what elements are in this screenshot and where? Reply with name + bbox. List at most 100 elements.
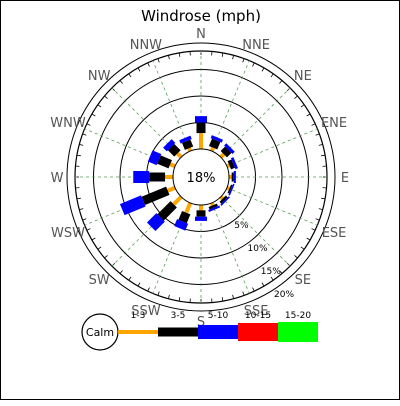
outer-tick (79, 144, 83, 145)
outer-tick (243, 59, 244, 63)
chart-title: Windrose (mph) (141, 7, 261, 25)
outer-tick (319, 144, 323, 145)
outer-tick (262, 68, 264, 71)
outer-tick (294, 255, 297, 258)
bar-ese-5-10 (231, 189, 232, 190)
outer-tick (87, 124, 91, 126)
direction-label-ese: ESE (322, 226, 347, 241)
direction-label-nne: NNE (242, 38, 270, 53)
ring-label-3: 15% (261, 267, 281, 277)
outer-tick (253, 288, 255, 292)
direction-label-nnw: NNW (130, 38, 162, 53)
legend-label-3-5: 3-5 (171, 311, 186, 321)
bar-wsw-1-3 (168, 188, 175, 191)
bar-sw-3-5 (161, 204, 174, 217)
outer-tick (312, 124, 316, 126)
legend-label-10-15: 10-15 (245, 311, 271, 321)
outer-tick (307, 238, 310, 240)
bar-nnw-5-10 (185, 138, 186, 141)
bar-wnw-3-5 (159, 160, 170, 165)
bar-ene-3-5 (229, 164, 233, 166)
outer-tick (316, 219, 320, 220)
direction-label-nw: NW (88, 69, 111, 84)
legend-swatch-15-20 (278, 322, 318, 342)
outer-tick (262, 283, 264, 286)
calm-label: Calm (86, 326, 114, 339)
spoke-se (221, 197, 290, 266)
outer-tick (279, 80, 282, 83)
outer-tick (148, 63, 150, 67)
center-percent-label: 18% (187, 171, 216, 186)
outer-tick (222, 53, 223, 57)
bar-ssw-5-10 (180, 221, 183, 228)
outer-tick (92, 114, 95, 116)
bar-ssw-1-3 (186, 203, 190, 213)
outer-tick (87, 229, 91, 231)
outer-tick (253, 63, 255, 67)
direction-label-se: SE (295, 273, 311, 288)
outer-tick (233, 295, 234, 299)
outer-tick (321, 198, 325, 199)
bar-ne-5-10 (228, 147, 230, 149)
outer-tick (233, 55, 234, 59)
outer-tick (179, 53, 180, 57)
outer-tick (129, 277, 131, 280)
direction-label-sw: SW (89, 273, 110, 288)
bar-wsw-5-10 (122, 201, 143, 210)
outer-tick (138, 68, 140, 71)
ring-label-2: 10% (248, 244, 268, 254)
outer-tick (92, 238, 95, 240)
outer-tick (312, 229, 316, 231)
bar-ssw-3-5 (183, 213, 187, 222)
bar-sse-5-10 (214, 208, 215, 210)
outer-tick (98, 247, 101, 249)
bar-wsw-3-5 (143, 191, 167, 201)
bar-nne-3-5 (213, 140, 216, 147)
outer-tick (271, 277, 273, 280)
outer-tick (83, 219, 87, 220)
outer-tick (222, 297, 223, 301)
direction-label-ene: ENE (321, 116, 347, 131)
outer-tick (321, 155, 325, 156)
outer-tick (83, 134, 87, 135)
ring-label-4: 20% (274, 290, 294, 300)
direction-label-w: W (51, 171, 64, 186)
outer-tick (104, 255, 107, 258)
outer-tick (138, 283, 140, 286)
center-group: 18% (173, 149, 229, 205)
bar-nnw-3-5 (186, 141, 189, 148)
outer-tick (148, 288, 150, 292)
bar-sw-5-10 (151, 217, 160, 226)
outer-tick (158, 292, 159, 296)
outer-tick (98, 105, 101, 107)
bar-ene-5-10 (233, 163, 235, 164)
outer-tick (158, 59, 159, 63)
bar-sw-1-3 (174, 197, 181, 204)
outer-tick (168, 295, 169, 299)
outer-tick (120, 270, 123, 273)
outer-tick (79, 209, 83, 210)
outer-tick (271, 74, 273, 77)
legend-swatch-3-5 (158, 328, 198, 337)
spoke-ene (227, 129, 318, 167)
outer-tick (294, 96, 297, 99)
bar-nne-5-10 (216, 137, 217, 140)
bar-nw-5-10 (167, 143, 171, 147)
direction-label-e: E (341, 171, 349, 186)
outer-tick (319, 209, 323, 210)
outer-tick (301, 105, 304, 107)
outer-tick (243, 292, 244, 296)
outer-tick (104, 96, 107, 99)
direction-label-ne: NE (294, 69, 312, 84)
outer-tick (120, 80, 123, 83)
spoke-sse (212, 203, 250, 294)
direction-label-n: N (196, 27, 206, 42)
outer-tick (307, 114, 310, 116)
direction-label-wsw: WSW (51, 226, 85, 241)
bar-nw-3-5 (171, 147, 177, 153)
bar-wnw-1-3 (170, 164, 175, 166)
bar-wnw-5-10 (150, 156, 159, 160)
outer-tick (316, 134, 320, 135)
